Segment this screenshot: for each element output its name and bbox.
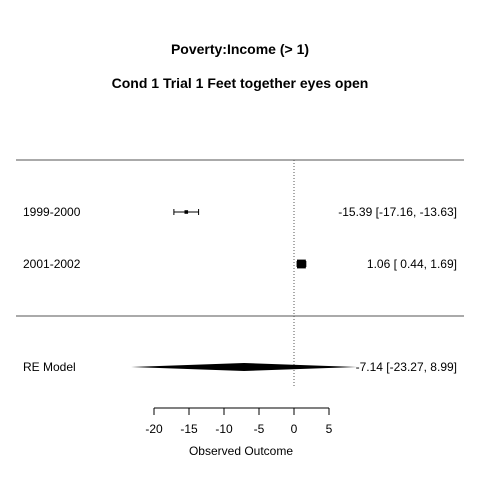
x-tick-label: 5 — [326, 422, 333, 436]
summary-diamond — [131, 363, 357, 371]
x-tick-label: -10 — [215, 422, 233, 436]
studies-layer: 1999-2000 -15.39 [-17.16, -13.63] 2001-200… — [23, 205, 457, 271]
ci-text: 1.06 [ 0.44, 1.69] — [367, 257, 457, 271]
x-tick-label: -20 — [145, 422, 163, 436]
summary-label: RE Model — [23, 360, 76, 374]
study-row: 2001-2002 1.06 [ 0.44, 1.69] — [23, 257, 457, 271]
study-label: 2001-2002 — [23, 257, 81, 271]
x-tick-label: -5 — [254, 422, 265, 436]
chart-subtitle: Cond 1 Trial 1 Feet together eyes open — [112, 75, 369, 91]
x-tick-label: -15 — [180, 422, 198, 436]
ci-text: -15.39 [-17.16, -13.63] — [338, 205, 457, 219]
point-estimate — [297, 259, 306, 269]
summary-layer: RE Model -7.14 [-23.27, 8.99] — [23, 360, 457, 374]
x-axis: -20 -15 -10 -5 0 5 — [145, 407, 333, 436]
chart-title: Poverty:Income (> 1) — [171, 41, 309, 57]
x-tick-label: 0 — [291, 422, 298, 436]
x-axis-label: Observed Outcome — [189, 444, 293, 458]
study-label: 1999-2000 — [23, 205, 81, 219]
study-row: 1999-2000 -15.39 [-17.16, -13.63] — [23, 205, 457, 219]
point-estimate — [184, 210, 189, 214]
summary-ci-text: -7.14 [-23.27, 8.99] — [356, 360, 457, 374]
